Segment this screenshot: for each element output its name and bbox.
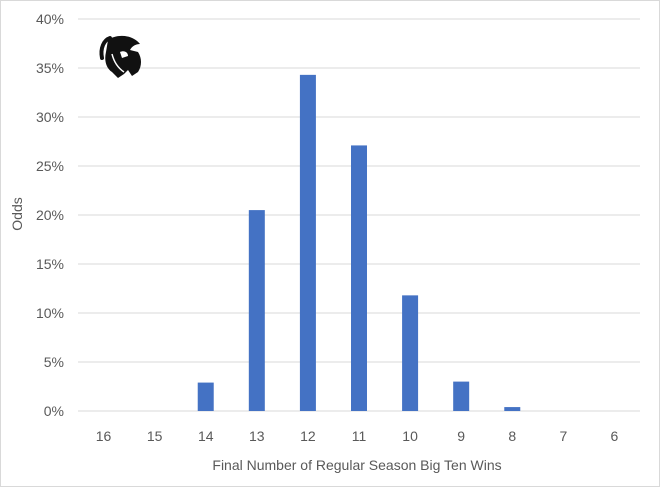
x-tick-label: 13 bbox=[249, 428, 265, 444]
y-tick-label: 25% bbox=[36, 158, 64, 174]
spartan-helmet-icon bbox=[99, 35, 141, 78]
bar-10 bbox=[402, 295, 419, 411]
x-axis-ticks: 16 15 14 13 12 11 10 9 8 7 6 bbox=[96, 428, 619, 444]
x-tick-label: 8 bbox=[508, 428, 516, 444]
y-tick-label: 35% bbox=[36, 60, 64, 76]
x-tick-label: 16 bbox=[96, 428, 112, 444]
x-tick-label: 14 bbox=[198, 428, 214, 444]
y-tick-label: 10% bbox=[36, 305, 64, 321]
bar-14 bbox=[197, 382, 214, 411]
x-tick-label: 12 bbox=[300, 428, 316, 444]
x-tick-label: 7 bbox=[559, 428, 567, 444]
y-axis-ticks: 0% 5% 10% 15% 20% 25% 30% 35% 40% bbox=[36, 11, 64, 419]
bar-12 bbox=[299, 74, 316, 412]
x-tick-label: 6 bbox=[611, 428, 619, 444]
x-tick-label: 9 bbox=[457, 428, 465, 444]
y-tick-label: 30% bbox=[36, 109, 64, 125]
y-axis-title: Odds bbox=[9, 197, 25, 230]
bar-8 bbox=[504, 407, 521, 411]
y-tick-label: 0% bbox=[44, 403, 64, 419]
bars bbox=[197, 74, 521, 412]
bar-11 bbox=[351, 145, 367, 412]
y-tick-label: 40% bbox=[36, 11, 64, 27]
x-tick-label: 11 bbox=[352, 428, 367, 444]
y-tick-label: 5% bbox=[44, 354, 64, 370]
x-axis-title: Final Number of Regular Season Big Ten W… bbox=[212, 457, 501, 473]
bar-9 bbox=[453, 381, 470, 411]
x-tick-label: 10 bbox=[402, 428, 418, 444]
bar-13 bbox=[248, 210, 265, 411]
y-tick-label: 20% bbox=[36, 207, 64, 223]
x-tick-label: 15 bbox=[147, 428, 163, 444]
y-tick-label: 15% bbox=[36, 256, 64, 272]
